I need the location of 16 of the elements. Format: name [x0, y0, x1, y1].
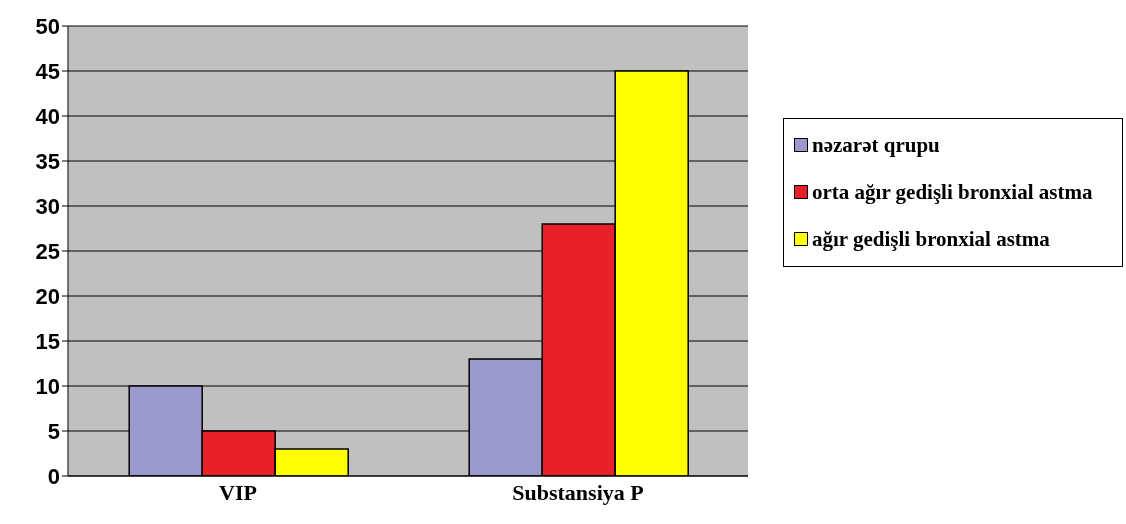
y-tick-label: 30	[35, 193, 60, 219]
legend-label: nəzarət qrupu	[812, 133, 940, 158]
y-tick-label: 20	[35, 283, 60, 309]
x-tick-label: VIP	[219, 479, 257, 505]
y-tick-label: 5	[47, 418, 60, 444]
y-tick-label: 50	[35, 13, 60, 39]
y-tick-label: 45	[35, 58, 60, 84]
legend-label: ağır gedişli bronxial astma	[812, 227, 1050, 252]
x-tick-label: Substansiya P	[512, 479, 644, 505]
y-tick-label: 0	[47, 463, 60, 489]
y-tick-label: 25	[35, 238, 60, 264]
y-tick-label: 10	[35, 373, 60, 399]
y-tick-label: 40	[35, 103, 60, 129]
legend-label: orta ağır gedişli bronxial astma	[812, 180, 1093, 205]
y-tick-label: 35	[35, 148, 60, 174]
y-tick-label: 15	[35, 328, 60, 354]
